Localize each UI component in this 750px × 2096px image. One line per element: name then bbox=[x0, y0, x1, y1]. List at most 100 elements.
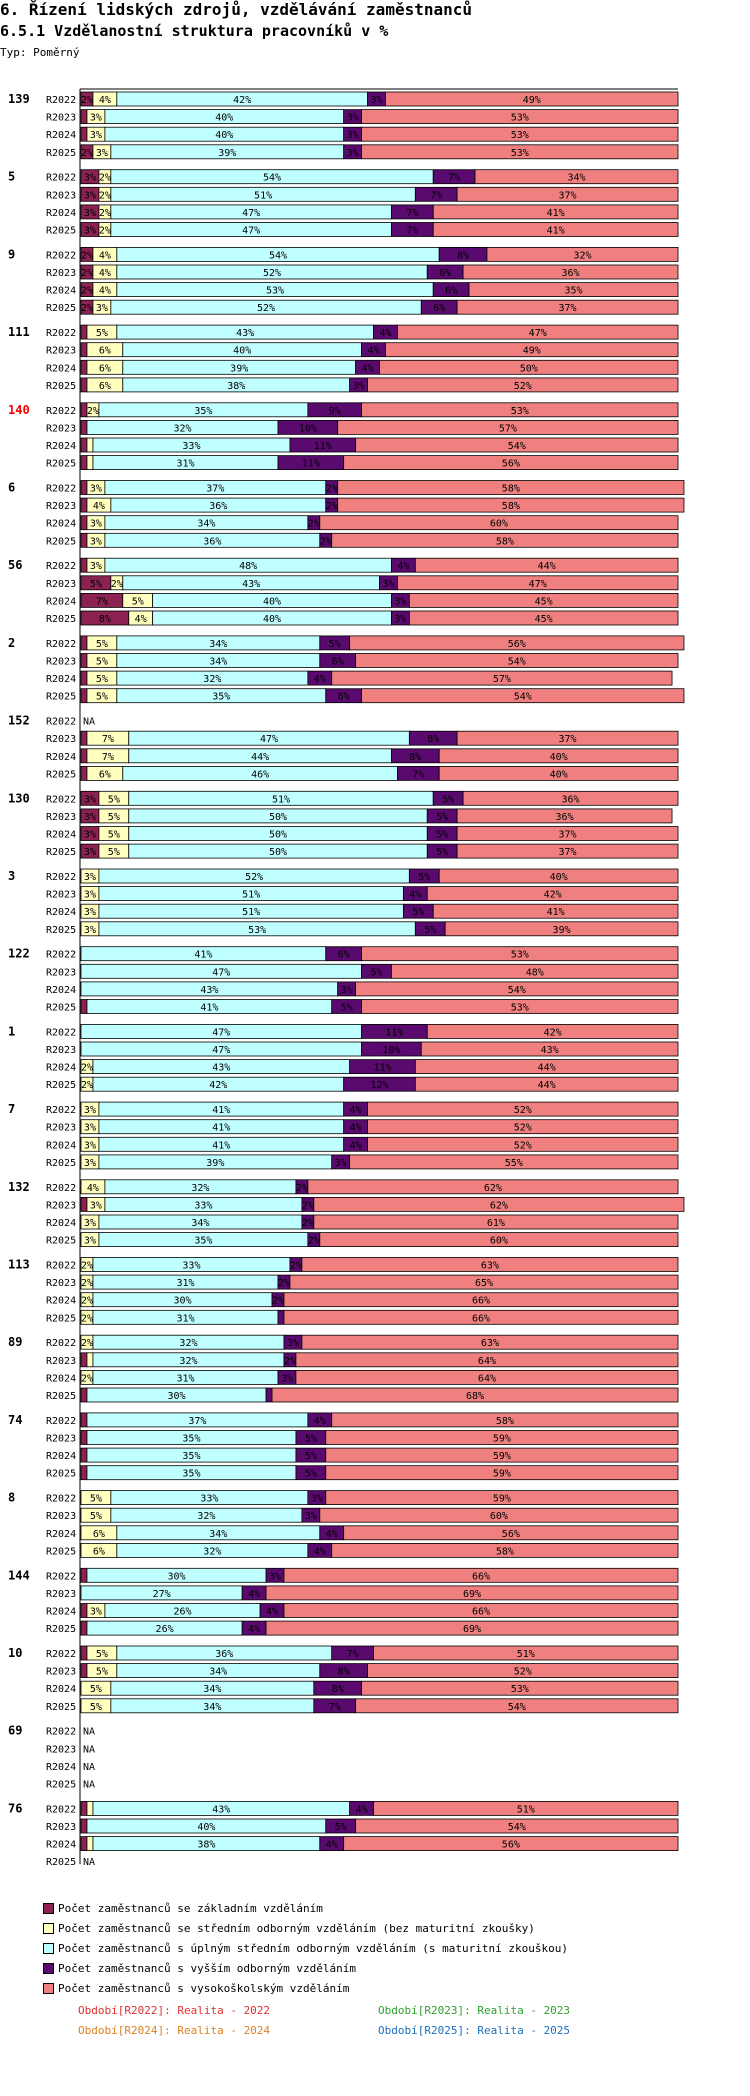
data-label: 60% bbox=[490, 1511, 508, 1522]
bar-segment bbox=[295, 1370, 679, 1385]
bar-segment bbox=[385, 91, 679, 107]
data-label: 56% bbox=[508, 639, 526, 650]
bar-segment bbox=[325, 1465, 679, 1481]
bar-segment bbox=[391, 963, 679, 979]
data-label: 56% bbox=[502, 459, 520, 470]
data-label: 38% bbox=[227, 381, 245, 392]
period-label: R2025 bbox=[46, 692, 76, 703]
data-label: 51% bbox=[254, 190, 272, 201]
data-label: 60% bbox=[490, 1236, 508, 1247]
data-label: 49% bbox=[523, 95, 541, 106]
na-label: NA bbox=[83, 1744, 95, 1755]
data-label: 64% bbox=[478, 1356, 496, 1367]
data-label: 47% bbox=[529, 579, 547, 590]
bar-segment bbox=[343, 1836, 679, 1851]
data-label: 3% bbox=[382, 579, 394, 590]
data-label: 5% bbox=[96, 1649, 108, 1660]
bar-segment bbox=[456, 826, 679, 841]
data-label: 31% bbox=[176, 1278, 194, 1289]
data-label: 3% bbox=[90, 561, 102, 572]
data-label: 66% bbox=[472, 1313, 490, 1324]
data-label: 6% bbox=[439, 268, 451, 279]
data-label: 53% bbox=[511, 130, 529, 141]
data-label: 4% bbox=[314, 1546, 326, 1557]
data-label: 59% bbox=[493, 1469, 511, 1480]
period-label: R2024 bbox=[46, 907, 76, 918]
bar-segment bbox=[80, 1645, 88, 1661]
data-label: 48% bbox=[526, 967, 544, 978]
period-label: R2024 bbox=[46, 1762, 76, 1773]
data-label: 3% bbox=[311, 1494, 323, 1505]
data-label: 5% bbox=[370, 967, 382, 978]
bar-segment bbox=[283, 1567, 679, 1583]
data-label: 2% bbox=[302, 1200, 314, 1211]
data-label: 3% bbox=[84, 1105, 96, 1116]
period-label: R2024 bbox=[46, 1063, 76, 1074]
group-code: 56 bbox=[8, 558, 22, 572]
data-label: 4% bbox=[314, 674, 326, 685]
data-label: 4% bbox=[87, 1183, 99, 1194]
period-label: R2023 bbox=[46, 113, 76, 124]
bar-segment bbox=[474, 169, 679, 185]
bar-segment bbox=[355, 1818, 679, 1834]
bar-segment bbox=[283, 1309, 679, 1325]
bar-segment bbox=[319, 515, 679, 531]
data-label: 5% bbox=[90, 1702, 102, 1713]
data-label: 3% bbox=[84, 1123, 96, 1134]
data-label: 51% bbox=[242, 907, 260, 918]
period-label: R2022 bbox=[46, 484, 76, 495]
period-label: R2023 bbox=[46, 967, 76, 978]
data-label: 3% bbox=[347, 148, 359, 159]
period-label: R2022 bbox=[46, 561, 76, 572]
period-label: R2024 bbox=[46, 752, 76, 763]
na-label: NA bbox=[83, 717, 95, 728]
data-label: 43% bbox=[242, 579, 260, 590]
legend-label: Počet zaměstnanců se středním odborným v… bbox=[58, 1922, 535, 1935]
data-label: 53% bbox=[511, 1684, 529, 1695]
period-label: R2022 bbox=[46, 1571, 76, 1582]
bar-segment bbox=[80, 1603, 88, 1618]
data-label: 6% bbox=[99, 363, 111, 374]
data-label: 35% bbox=[182, 1434, 200, 1445]
bar-segment bbox=[361, 109, 679, 124]
period-label: R2022 bbox=[46, 173, 76, 184]
data-label: 10% bbox=[382, 1045, 400, 1056]
bar-segment bbox=[80, 670, 88, 686]
data-label: 53% bbox=[511, 148, 529, 159]
period-label: R2022 bbox=[46, 1416, 76, 1427]
bar-segment bbox=[301, 1257, 679, 1272]
data-label: 40% bbox=[197, 1822, 215, 1833]
data-label: 3% bbox=[370, 95, 382, 106]
period-label: R2025 bbox=[46, 1313, 76, 1324]
data-label: 3% bbox=[269, 1571, 281, 1582]
data-label: 3% bbox=[90, 519, 102, 530]
data-label: 46% bbox=[251, 769, 269, 780]
data-label: 2% bbox=[111, 579, 123, 590]
data-label: 6% bbox=[445, 286, 457, 297]
data-label: 58% bbox=[502, 484, 520, 495]
data-label: 37% bbox=[188, 1416, 206, 1427]
bar-segment bbox=[361, 999, 679, 1014]
data-label: 53% bbox=[511, 950, 529, 961]
data-label: 5% bbox=[412, 907, 424, 918]
bar-segment bbox=[462, 790, 679, 806]
data-label: 5% bbox=[418, 872, 430, 883]
period-label: R2022 bbox=[46, 1804, 76, 1815]
period-label: R2025 bbox=[46, 1780, 76, 1791]
bar-segment bbox=[80, 126, 88, 142]
data-label: 41% bbox=[200, 1003, 218, 1014]
data-label: 7% bbox=[102, 734, 114, 745]
data-label: 51% bbox=[272, 794, 290, 805]
data-label: 2% bbox=[99, 226, 111, 237]
bar-segment bbox=[80, 377, 88, 393]
data-label: 34% bbox=[209, 657, 227, 668]
data-label: 2% bbox=[99, 190, 111, 201]
period-label: R2025 bbox=[46, 1158, 76, 1169]
data-label: 40% bbox=[215, 130, 233, 141]
data-label: 53% bbox=[266, 286, 284, 297]
data-label: 34% bbox=[191, 1218, 209, 1229]
period-label: R2025 bbox=[46, 769, 76, 780]
data-label: 5% bbox=[90, 579, 102, 590]
bar-segment bbox=[80, 109, 88, 124]
data-label: 44% bbox=[538, 561, 556, 572]
